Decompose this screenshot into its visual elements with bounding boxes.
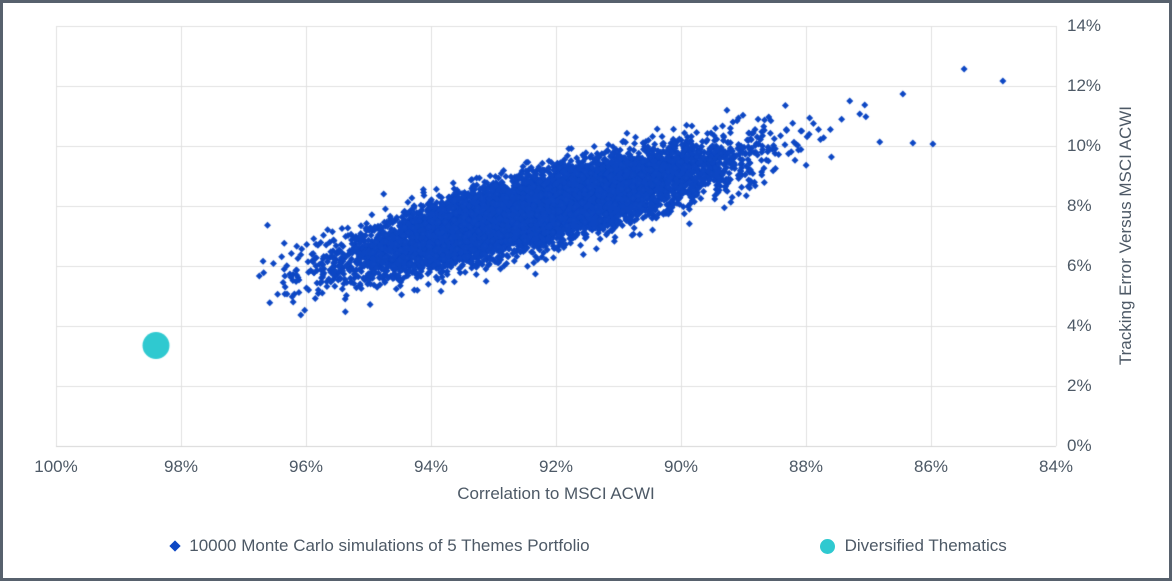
scatter-plot-canvas	[3, 3, 1172, 584]
x-axis-title: Correlation to MSCI ACWI	[457, 484, 655, 503]
y-tick-label: 12%	[1067, 76, 1102, 95]
y-tick-label: 8%	[1067, 196, 1092, 215]
x-tick-label: 96%	[288, 457, 324, 476]
x-tick-label: 86%	[913, 457, 949, 476]
legend: 10000 Monte Carlo simulations of 5 Theme…	[3, 536, 1172, 556]
legend-label-diversified-thematics: Diversified Thematics	[844, 536, 1007, 555]
y-axis-title-box: Tracking Error Versus MSCI ACWI	[1111, 26, 1141, 446]
circle-marker-icon	[819, 538, 835, 554]
y-axis-title: Tracking Error Versus MSCI ACWI	[1116, 106, 1135, 366]
x-tick-label: 92%	[538, 457, 574, 476]
y-tick-label: 2%	[1067, 376, 1092, 395]
diamond-marker-icon	[169, 540, 181, 552]
y-tick-label: 10%	[1067, 136, 1102, 155]
y-tick-label: 4%	[1067, 316, 1092, 335]
y-tick-label: 0%	[1067, 436, 1092, 455]
x-tick-label: 94%	[413, 457, 449, 476]
x-tick-label: 88%	[788, 457, 824, 476]
legend-item-diversified-thematics: Diversified Thematics	[819, 536, 1007, 556]
x-tick-label: 98%	[163, 457, 199, 476]
y-tick-label: 6%	[1067, 256, 1092, 275]
x-tick-label: 90%	[663, 457, 699, 476]
legend-label-monte-carlo: 10000 Monte Carlo simulations of 5 Theme…	[189, 536, 590, 555]
x-tick-label: 84%	[1038, 457, 1074, 476]
legend-item-monte-carlo: 10000 Monte Carlo simulations of 5 Theme…	[169, 536, 590, 556]
x-tick-label: 100%	[34, 457, 78, 476]
y-tick-label: 14%	[1067, 16, 1102, 35]
